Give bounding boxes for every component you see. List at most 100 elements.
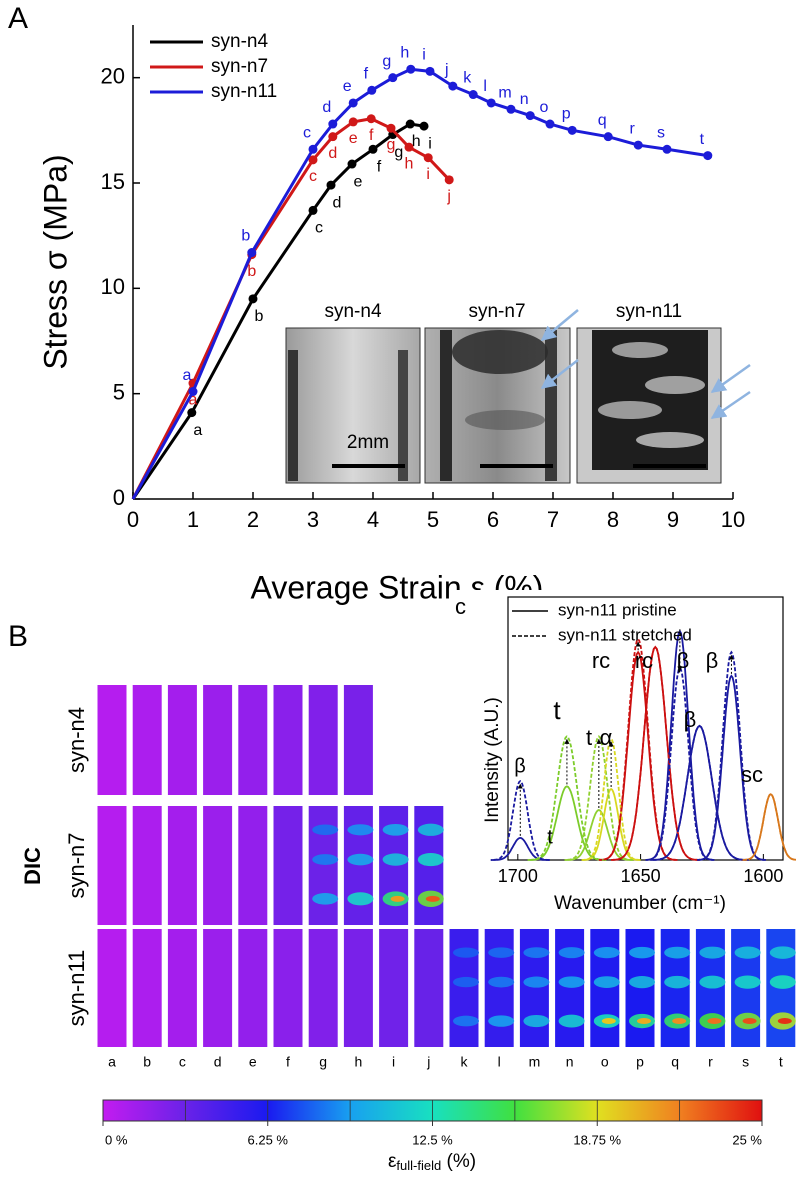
peak-label: β <box>684 707 697 732</box>
legend-label: syn-n7 <box>211 56 268 77</box>
strain-spot <box>734 975 761 989</box>
photo-shade <box>612 342 668 358</box>
point-label: a <box>183 367 192 384</box>
panel-label: A <box>8 2 28 35</box>
photo-shade <box>598 401 662 419</box>
column-label: c <box>179 1054 186 1070</box>
dic-strip <box>343 929 373 1047</box>
data-point <box>425 66 435 76</box>
data-point <box>662 144 672 154</box>
spectral-component <box>611 645 700 861</box>
x-axis-title: Wavenumber (cm⁻¹) <box>554 893 726 914</box>
x-tick-label: 1 <box>187 507 199 532</box>
strain-spot <box>742 1018 757 1025</box>
strain-spot <box>347 892 374 906</box>
arrow <box>710 363 751 394</box>
y-tick-label: 0 <box>113 485 125 510</box>
legend-label: syn-n4 <box>211 31 268 52</box>
y-tick-label: 5 <box>113 379 125 404</box>
dic-strip <box>555 929 585 1047</box>
dic-strip <box>97 929 127 1047</box>
colorbar-tick-label: 0 % <box>105 1132 128 1147</box>
point-label: m <box>498 84 511 101</box>
data-point <box>603 132 613 142</box>
strain-spot <box>312 824 339 836</box>
data-point <box>388 73 398 83</box>
column-label: g <box>319 1054 327 1070</box>
point-label: q <box>598 112 607 129</box>
dic-strip <box>238 685 268 795</box>
column-label: d <box>214 1054 222 1070</box>
data-point <box>328 132 338 142</box>
peak-label: rc <box>635 648 653 673</box>
dic-strip <box>203 685 233 795</box>
point-label: c <box>309 168 317 185</box>
point-label: e <box>343 78 352 95</box>
point-label: d <box>333 194 342 211</box>
x-tick-label: 8 <box>607 507 619 532</box>
y-axis-title: Intensity (A.U.) <box>482 697 503 823</box>
dic-strip <box>308 806 338 925</box>
strain-spot <box>453 976 479 988</box>
scale-label: 2mm <box>347 432 389 453</box>
point-label: r <box>630 120 636 137</box>
point-label: d <box>322 99 331 116</box>
dic-strip <box>132 806 162 925</box>
point-label: i <box>428 135 432 152</box>
strain-spot <box>629 976 655 989</box>
point-label: o <box>540 99 549 116</box>
strain-spot <box>453 1015 479 1027</box>
panel-label: B <box>8 620 28 653</box>
point-label: d <box>328 145 337 162</box>
dic-strip <box>132 685 162 795</box>
strain-spot <box>769 975 796 989</box>
colorbar-title: εfull-field (%) <box>388 1151 476 1173</box>
data-point <box>525 111 535 121</box>
data-point <box>448 81 458 91</box>
arrow <box>710 390 751 420</box>
dic-strip <box>97 806 127 925</box>
strain-spot <box>453 947 479 958</box>
spectral-component <box>581 787 641 861</box>
peak-label: β <box>706 648 719 673</box>
point-label: a <box>189 391 198 408</box>
data-point <box>308 205 318 215</box>
photo-shade <box>645 376 705 394</box>
column-label: n <box>566 1054 574 1070</box>
column-label: e <box>249 1054 257 1070</box>
photo <box>285 327 421 484</box>
column-label: q <box>671 1054 679 1070</box>
method-label: DIC <box>20 847 45 885</box>
point-label: e <box>354 173 363 190</box>
point-label: k <box>463 70 472 87</box>
data-point <box>328 119 338 129</box>
dic-strip <box>203 806 233 925</box>
column-label: t <box>779 1054 783 1070</box>
y-tick-label: 20 <box>101 63 125 88</box>
data-point <box>308 144 318 154</box>
data-point <box>366 114 376 124</box>
point-label: i <box>422 47 426 64</box>
spectral-component <box>490 780 550 861</box>
data-point <box>567 125 577 135</box>
strain-spot <box>629 946 655 959</box>
strain-spot <box>382 823 409 836</box>
colorbar-tick-label: 18.75 % <box>573 1132 621 1147</box>
point-label: c <box>303 125 311 142</box>
column-label: p <box>636 1054 644 1070</box>
spectral-component <box>650 724 749 861</box>
data-point <box>248 294 258 304</box>
point-label: g <box>387 136 396 153</box>
dic-strip <box>132 929 162 1047</box>
strain-spot <box>558 1014 585 1028</box>
strain-spot <box>734 946 761 959</box>
data-point <box>703 151 713 161</box>
x-tick-label: 1650 <box>621 866 661 886</box>
strain-spot <box>601 1018 616 1025</box>
strain-spot <box>777 1018 792 1025</box>
dic-strip <box>167 806 197 925</box>
strain-spot <box>699 975 726 989</box>
point-label: h <box>405 155 414 172</box>
point-label: b <box>247 263 256 280</box>
point-label: i <box>426 166 430 183</box>
